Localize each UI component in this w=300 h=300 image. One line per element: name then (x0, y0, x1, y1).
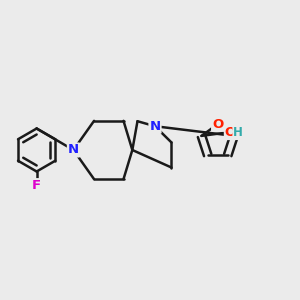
Text: O: O (212, 118, 223, 130)
Text: H: H (233, 126, 243, 140)
Text: N: N (68, 143, 79, 157)
Text: N: N (149, 120, 161, 133)
Text: O: O (224, 126, 236, 140)
Text: F: F (32, 179, 41, 192)
